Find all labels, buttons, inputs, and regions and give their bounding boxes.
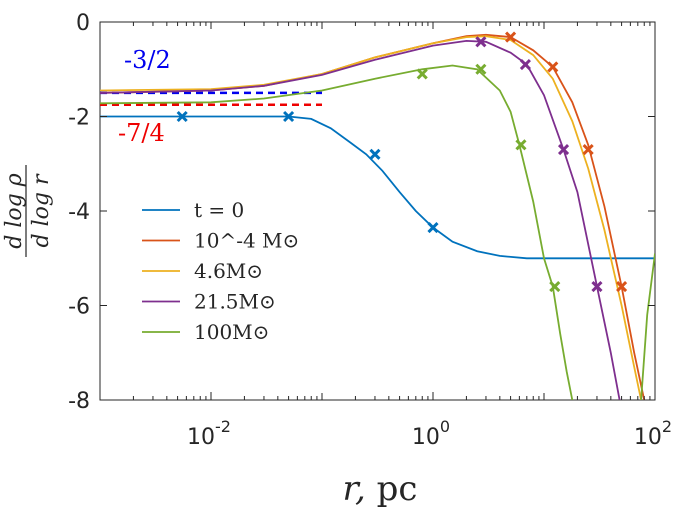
series-marker: [547, 61, 559, 73]
y-tick-label: 0: [76, 11, 90, 36]
series-marker: [427, 221, 439, 234]
ref-label-7-4: -7/4: [118, 119, 165, 147]
legend-label: 4.6M⊙: [194, 259, 263, 283]
series-marker: [475, 63, 487, 75]
series-line: [100, 35, 642, 400]
legend-label: 100M⊙: [194, 320, 269, 344]
series-marker: [549, 281, 561, 293]
x-axis-label: r, pc: [343, 469, 418, 509]
y-tick-label: -2: [68, 106, 90, 131]
series-marker: [616, 281, 628, 293]
series-marker: [515, 139, 527, 151]
x-tick-label: 100: [412, 417, 450, 450]
ref-label-3-2: -3/2: [124, 46, 171, 74]
y-tick-label: -4: [68, 200, 90, 225]
series-marker: [519, 58, 531, 71]
series-line-tail: [640, 253, 655, 400]
y-tick-label: -8: [68, 389, 90, 414]
x-tick-label: 10-2: [187, 417, 231, 450]
series-marker: [369, 148, 381, 160]
series-marker: [505, 31, 517, 43]
series-marker: [591, 281, 603, 293]
series-line: [100, 115, 655, 260]
x-tick-label: 102: [634, 417, 672, 450]
series-marker: [176, 110, 188, 123]
legend-label: 21.5M⊙: [194, 290, 276, 314]
series-marker: [582, 144, 594, 156]
y-axis-label-numerator: d log ρ: [2, 173, 27, 248]
y-tick-label: -6: [68, 295, 90, 320]
legend-label: t = 0: [194, 198, 244, 222]
legend-label: 10^-4 M⊙: [194, 229, 299, 253]
series-marker: [416, 68, 428, 80]
y-axis-label-denominator: d log r: [29, 173, 54, 247]
series-marker: [283, 110, 295, 123]
series-line: [100, 64, 574, 400]
series-marker: [557, 144, 570, 156]
series-line: [100, 39, 621, 400]
series-marker: [475, 36, 487, 48]
